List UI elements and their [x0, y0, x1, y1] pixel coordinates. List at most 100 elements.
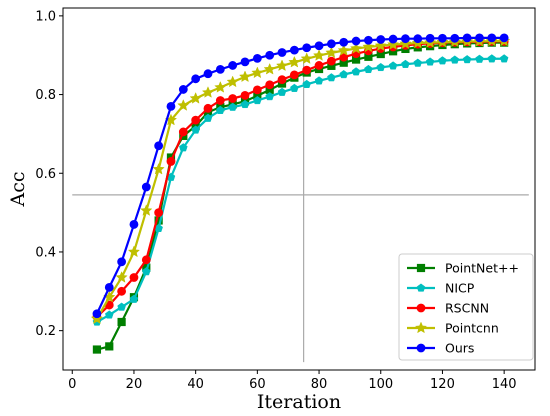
series-line — [96, 57, 505, 323]
series-nicp — [92, 54, 509, 326]
data-point — [499, 33, 509, 43]
data-point — [475, 54, 484, 63]
data-point — [388, 61, 398, 70]
data-point — [265, 50, 275, 60]
data-point — [240, 99, 250, 109]
data-point — [499, 54, 509, 63]
legend: PointNet++ NICP RSCNN Pointcnn Ours — [398, 253, 534, 361]
data-point — [178, 127, 188, 137]
series-lines — [90, 33, 511, 354]
data-point — [413, 58, 423, 67]
data-point — [166, 101, 176, 111]
data-point — [154, 208, 164, 218]
data-point — [277, 87, 287, 96]
x-axis-ticks: 0 20 40 60 80 100 120 140 — [68, 370, 517, 392]
data-point — [312, 49, 326, 61]
x-axis-label: Iteration — [257, 391, 341, 413]
data-point — [92, 345, 102, 354]
data-point — [277, 75, 287, 85]
x-tick-label: 0 — [68, 377, 76, 392]
data-point — [191, 115, 201, 125]
data-point — [104, 310, 114, 319]
y-tick-label: 0.8 — [35, 88, 56, 103]
data-point — [189, 92, 202, 104]
data-point — [228, 61, 238, 70]
data-point — [364, 35, 373, 45]
data-point — [141, 182, 151, 192]
data-point — [289, 45, 299, 55]
data-point — [386, 38, 400, 50]
legend-entry-pointnet: PointNet++ — [407, 261, 519, 276]
data-point — [177, 99, 190, 111]
data-point — [302, 79, 312, 88]
data-point — [337, 44, 350, 56]
data-point — [228, 102, 237, 111]
legend-marker — [416, 343, 426, 353]
legend-label: Pointcnn — [445, 321, 499, 336]
y-axis-label: Acc — [7, 171, 29, 207]
data-point — [374, 39, 387, 51]
data-point — [117, 257, 127, 267]
data-point — [326, 39, 336, 49]
data-point — [238, 70, 252, 83]
legend-entry-rscnn: RSCNN — [407, 301, 489, 316]
x-tick-label: 120 — [430, 377, 455, 392]
legend-marker — [416, 303, 426, 313]
data-point — [215, 96, 225, 105]
data-point — [240, 90, 250, 100]
x-tick-label: 60 — [249, 377, 266, 392]
data-point — [314, 41, 324, 51]
data-point — [475, 33, 484, 43]
data-point — [275, 59, 289, 72]
data-point — [388, 34, 398, 44]
data-point — [376, 35, 386, 44]
data-point — [140, 204, 153, 216]
y-tick-label: 1.0 — [35, 9, 56, 24]
series-line — [95, 36, 505, 315]
data-point — [129, 273, 139, 282]
data-point — [289, 70, 299, 80]
data-point — [263, 62, 276, 75]
data-point — [117, 286, 127, 296]
y-tick-label: 0.6 — [35, 167, 56, 182]
data-point — [376, 62, 386, 72]
series-pointcnn — [90, 34, 511, 325]
data-point — [129, 294, 139, 303]
data-point — [339, 69, 349, 79]
x-tick-label: 80 — [311, 377, 328, 392]
data-point — [413, 34, 423, 44]
data-point — [117, 317, 126, 327]
data-point — [314, 76, 324, 85]
data-point — [178, 85, 188, 94]
series-ours — [92, 33, 509, 319]
data-point — [105, 342, 114, 351]
data-point — [327, 73, 336, 82]
data-point — [92, 309, 102, 319]
data-point — [214, 81, 227, 93]
y-axis-ticks: 0.2 0.4 0.6 0.8 1.0 — [35, 9, 63, 339]
legend-entry-pointcnn: Pointcnn — [407, 321, 499, 336]
data-point — [127, 245, 141, 258]
data-point — [201, 86, 215, 98]
data-point — [203, 103, 213, 113]
data-point — [265, 80, 275, 90]
data-point — [203, 69, 213, 79]
legend-marker — [414, 321, 428, 334]
data-point — [450, 55, 460, 64]
data-point — [290, 83, 299, 92]
data-point — [191, 74, 201, 84]
plot-frame — [62, 7, 536, 371]
y-tick-label: 0.4 — [35, 245, 56, 260]
data-point — [117, 302, 126, 311]
data-point — [215, 64, 225, 74]
data-point — [300, 52, 313, 64]
data-point — [228, 94, 238, 103]
data-point — [487, 54, 497, 63]
data-point — [425, 57, 435, 66]
data-point — [253, 95, 262, 105]
data-point — [438, 56, 447, 65]
x-tick-label: 20 — [126, 377, 143, 392]
data-point — [288, 55, 301, 68]
data-point — [364, 64, 373, 74]
legend-label: Ours — [445, 341, 474, 356]
